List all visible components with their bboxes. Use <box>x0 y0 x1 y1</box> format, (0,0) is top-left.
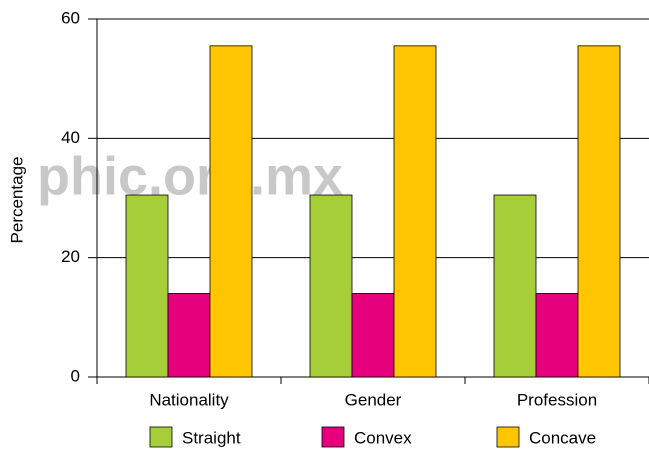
bar <box>535 293 579 378</box>
y-tick-label: 20 <box>61 247 80 266</box>
legend-swatch <box>149 426 173 448</box>
bar <box>209 45 253 378</box>
bar <box>577 45 621 378</box>
x-tick-label: Gender <box>345 390 402 409</box>
x-tick-label: Nationality <box>149 390 229 409</box>
legend-label: Straight <box>182 428 241 447</box>
bar <box>309 194 353 378</box>
y-axis-label: Percentage <box>7 157 26 244</box>
y-tick-label: 40 <box>61 128 80 147</box>
y-tick-label: 60 <box>61 8 80 27</box>
x-tick-label: Profession <box>517 390 597 409</box>
legend-swatch <box>321 426 345 448</box>
bar <box>393 45 437 378</box>
legend-swatch <box>496 426 520 448</box>
watermark: phic.org.mx <box>37 146 343 206</box>
bar <box>493 194 537 378</box>
legend-label: Concave <box>529 428 596 447</box>
bar <box>125 194 169 378</box>
bar <box>351 293 395 378</box>
legend-label: Convex <box>354 428 412 447</box>
y-tick-label: 0 <box>71 366 80 385</box>
bar <box>167 293 211 378</box>
